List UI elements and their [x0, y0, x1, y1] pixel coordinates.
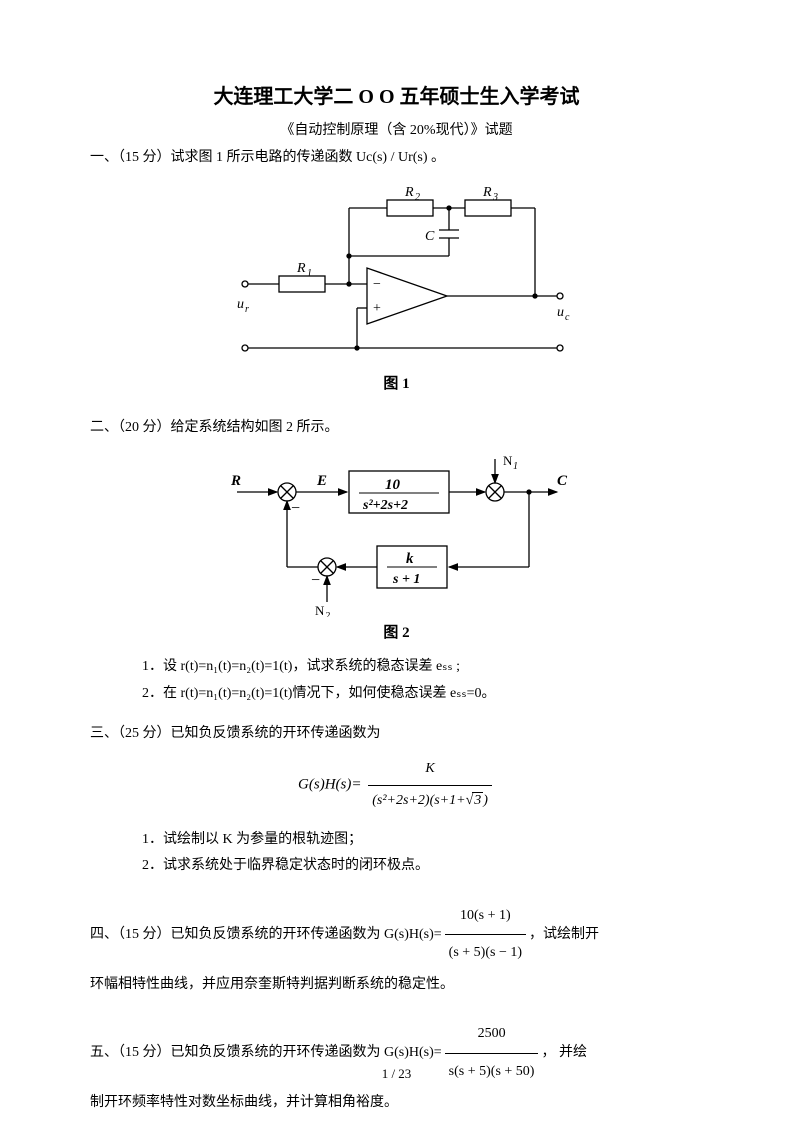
q3-sub1: 1．试绘制以 K 为参量的根轨迹图；	[90, 827, 703, 854]
svg-text:N: N	[315, 603, 325, 617]
label-r2: R	[404, 185, 414, 200]
q2-block-svg: 10 s²+2s+2 k s + 1 R E C N1 N2 − −	[217, 447, 577, 617]
q4-den: (s + 5)(s − 1)	[445, 935, 526, 971]
label-r3: R	[482, 185, 492, 200]
q4-line2: 环幅相特性曲线，并应用奈奎斯特判据判断系统的稳定性。	[90, 972, 703, 999]
svg-text:1: 1	[307, 268, 312, 279]
label-uc: u	[557, 305, 564, 320]
svg-text:R: R	[230, 473, 241, 489]
svg-text:C: C	[557, 473, 568, 489]
q5-line2: 制开环频率特性对数坐标曲线，并计算相角裕度。	[90, 1090, 703, 1117]
label-c: C	[425, 229, 435, 244]
q1-text: 一、（15 分）试求图 1 所示电路的传递函数 Uc(s) / Ur(s) 。	[90, 145, 703, 172]
svg-text:E: E	[316, 473, 327, 489]
q5-post: ， 并绘	[541, 1045, 587, 1060]
svg-text:−: −	[373, 277, 381, 292]
svg-text:−: −	[291, 500, 300, 517]
q2-text: 二、（20 分）给定系统结构如图 2 所示。	[90, 415, 703, 442]
svg-text:N: N	[503, 453, 513, 468]
q1-figure: R2 R3 C R1 − + ur uc	[90, 178, 703, 368]
q3-den: (s²+2s+2)(s+1+√3)	[368, 786, 492, 817]
svg-text:1: 1	[513, 461, 518, 472]
q5-num: 2500	[445, 1016, 539, 1053]
q2-sub1: 1．设 r(t)=n₁(t)=n₂(t)=1(t)，试求系统的稳态误差 eₛₛ …	[90, 654, 703, 681]
q3-num: K	[368, 754, 492, 786]
q2-figure: 10 s²+2s+2 k s + 1 R E C N1 N2 − −	[90, 447, 703, 617]
q1-figcap: 图 1	[90, 372, 703, 393]
q1-circuit-svg: R2 R3 C R1 − + ur uc	[217, 178, 577, 368]
page-number: 1 / 23	[0, 1066, 793, 1082]
svg-text:10: 10	[385, 477, 401, 493]
svg-text:c: c	[565, 312, 570, 323]
page-title: 大连理工大学二 O O 五年硕士生入学考试	[90, 80, 703, 109]
svg-text:2: 2	[325, 611, 330, 617]
svg-text:s + 1: s + 1	[392, 572, 420, 587]
q4-pre: 四、（15 分）已知负反馈系统的开环传递函数为 G(s)H(s)=	[90, 927, 442, 942]
q2-sub2: 2．在 r(t)=n₁(t)=n₂(t)=1(t)情况下，如何使稳态误差 eₛₛ…	[90, 681, 703, 708]
svg-text:s²+2s+2: s²+2s+2	[362, 498, 408, 513]
q2-figcap: 图 2	[90, 621, 703, 642]
label-ur: u	[237, 297, 244, 312]
q5-pre: 五、（15 分）已知负反馈系统的开环传递函数为 G(s)H(s)=	[90, 1045, 442, 1060]
label-r1: R	[296, 261, 306, 276]
q4-num: 10(s + 1)	[445, 898, 526, 935]
page-subtitle: 《自动控制原理（含 20%现代）》试题	[90, 119, 703, 139]
q4-post: ，试绘制开	[529, 927, 599, 942]
svg-text:2: 2	[415, 192, 420, 203]
q3-frac: K (s²+2s+2)(s+1+√3)	[368, 754, 492, 817]
page: 大连理工大学二 O O 五年硕士生入学考试 《自动控制原理（含 20%现代）》试…	[0, 0, 793, 1122]
q3-sub2: 2．试求系统处于临界稳定状态时的闭环极点。	[90, 853, 703, 880]
svg-text:+: +	[373, 301, 381, 316]
q3-text: 三、（25 分）已知负反馈系统的开环传递函数为	[90, 721, 703, 748]
q3-lhs: G(s)H(s)=	[298, 777, 361, 793]
svg-text:3: 3	[492, 192, 498, 203]
svg-text:r: r	[245, 304, 249, 315]
svg-text:−: −	[311, 572, 320, 589]
q4-line1: 四、（15 分）已知负反馈系统的开环传递函数为 G(s)H(s)=10(s + …	[90, 898, 703, 972]
svg-text:k: k	[406, 551, 414, 567]
q3-formula: G(s)H(s)= K (s²+2s+2)(s+1+√3)	[90, 754, 703, 817]
